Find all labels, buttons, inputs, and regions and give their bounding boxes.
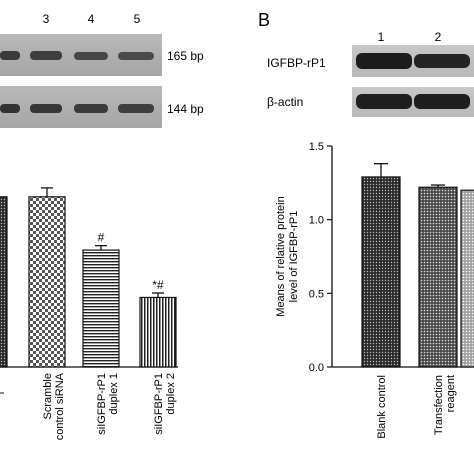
annotation-a-2: # bbox=[98, 231, 105, 245]
blot-bands-actin bbox=[356, 94, 470, 109]
y-axis-label-b: Means of relative proteinlevel of IGFBP-… bbox=[275, 196, 300, 316]
bar-b-0 bbox=[361, 176, 401, 368]
y-tick-label-b-2: 1.0 bbox=[309, 215, 324, 227]
lane-number-5: 5 bbox=[134, 12, 141, 26]
panel-letter-b: B bbox=[258, 10, 270, 30]
tick-label-a-1: Scramblecontrol siRNA bbox=[42, 372, 66, 440]
bar-a-1 bbox=[28, 196, 66, 368]
blot-label-igfbp: IGFBP-rP1 bbox=[267, 56, 326, 70]
tick-label-b-1: Transfectionreagent bbox=[433, 375, 457, 435]
chart-panel-a: Scramblecontrol siRNA # siIGFBP-rP1duplex … bbox=[0, 187, 178, 440]
gel-bands-165 bbox=[0, 51, 154, 60]
blot-bands-igfbp bbox=[356, 53, 470, 69]
tick-label-a-2: siIGFBP-rP1duplex 1 bbox=[96, 373, 120, 435]
bar-a-2 bbox=[82, 249, 120, 368]
tick-label-b-0: Blank control bbox=[376, 375, 388, 439]
band-label-144bp: 144 bp bbox=[167, 102, 204, 116]
lane-number-1: 1 bbox=[378, 30, 385, 44]
blot-label-actin: β-actin bbox=[267, 95, 303, 109]
tick-label-a-3: siIGFBP-rP1duplex 2 bbox=[153, 373, 177, 435]
annotation-a-3: *# bbox=[152, 278, 164, 292]
gel-bands-144 bbox=[0, 104, 154, 113]
y-tick-label-b-0: 0.0 bbox=[309, 362, 324, 374]
bar-a-3 bbox=[139, 296, 177, 368]
lane-number-4: 4 bbox=[88, 12, 95, 26]
bar-b-2 bbox=[460, 189, 474, 368]
bar-b-1 bbox=[418, 186, 458, 368]
lane-number-2: 2 bbox=[435, 30, 442, 44]
band-label-165bp: 165 bp bbox=[167, 49, 204, 63]
bar-a-0 bbox=[0, 196, 8, 368]
y-tick-label-b-3: 1.5 bbox=[309, 141, 324, 153]
chart-panel-b: 0.0 0.5 1.0 1.5 Means of relative proteinlev… bbox=[275, 141, 474, 439]
lane-number-3: 3 bbox=[43, 12, 50, 26]
y-tick-label-b-1: 0.5 bbox=[309, 288, 324, 300]
